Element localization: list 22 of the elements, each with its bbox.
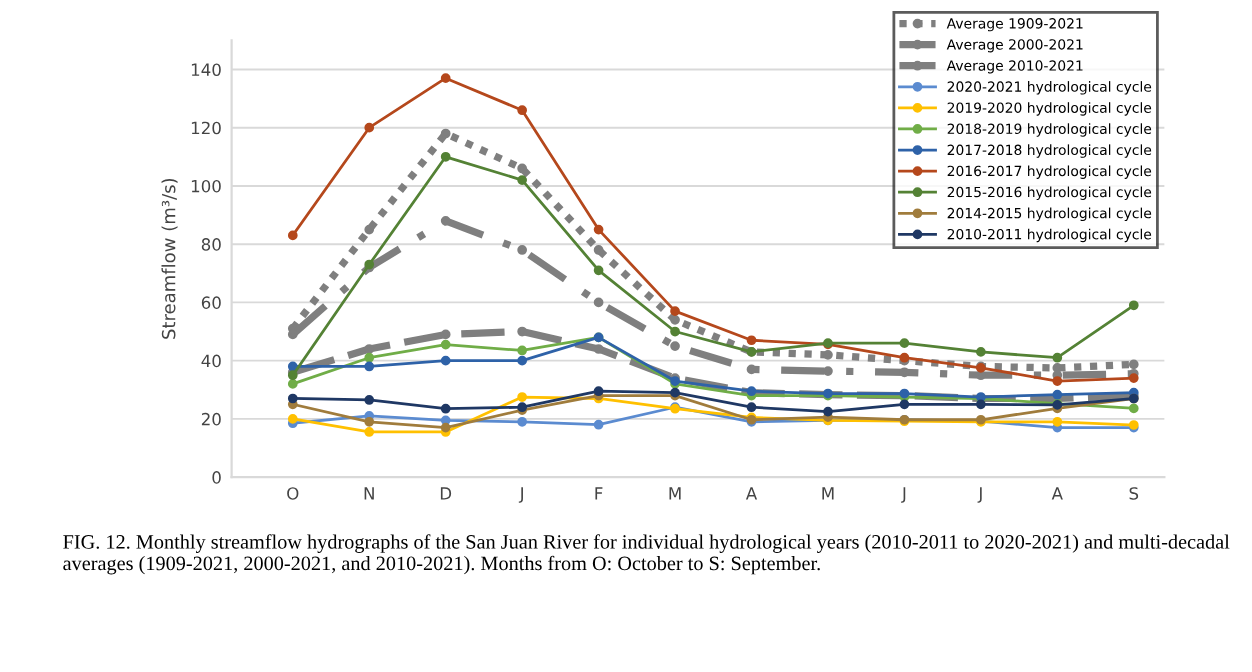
- y-tick-label: 120: [191, 121, 221, 135]
- x-tick-label: A: [745, 487, 758, 500]
- x-tick-label: F: [595, 487, 603, 500]
- y-tick-label: 60: [201, 296, 221, 309]
- y-tick-label: 20: [201, 412, 221, 426]
- x-tick-label: J: [518, 487, 523, 503]
- x-tick-label: S: [1129, 487, 1139, 500]
- y-tick-label: 0: [212, 471, 221, 484]
- y-tick-label: 100: [191, 179, 221, 193]
- x-tick-label: O: [287, 487, 299, 500]
- x-tick-label: A: [1051, 487, 1063, 500]
- x-tick-label: M: [822, 487, 834, 500]
- caption: FIG. 12. Monthly streamflow hydrographs of the San Juan River for individual hydrological years (2010-2011 to 2020-2021) and multi-decadal averages (1909-2021, 2000-2021, and 2010-2021). Months from O: October to S: September.: [63, 534, 1230, 575]
- y-tick-label: 140: [191, 63, 221, 77]
- y-tick-label: 80: [201, 238, 221, 251]
- y-axis-title: Streamflow (m³/s): [161, 178, 178, 339]
- x-tick-label: M: [669, 487, 681, 500]
- x-tick-label: N: [364, 487, 374, 500]
- x-tick-label: J: [901, 487, 906, 503]
- x-tick-label: D: [440, 487, 452, 500]
- x-tick-label: J: [977, 487, 982, 503]
- y-tick-label: 40: [201, 354, 221, 368]
